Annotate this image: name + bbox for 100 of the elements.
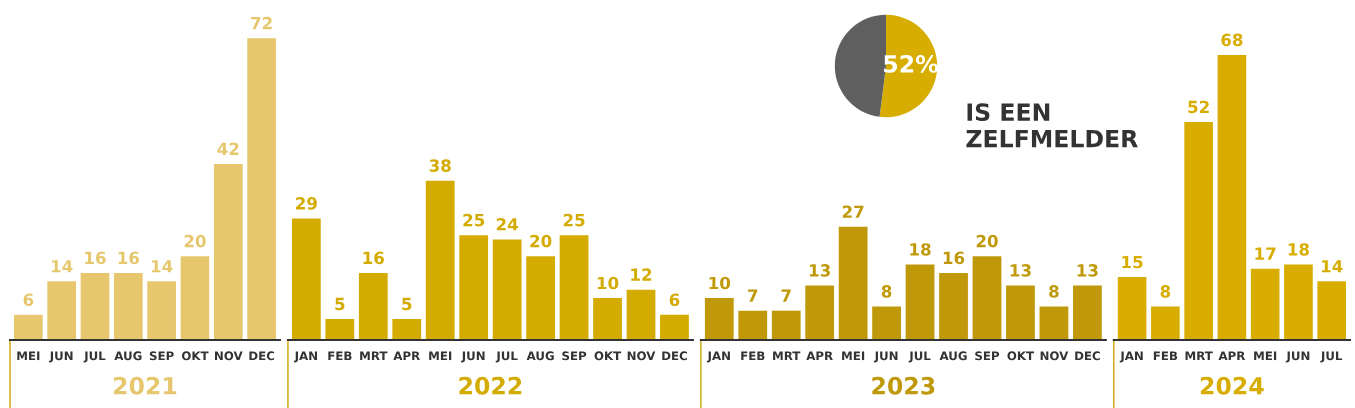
data-label: 8	[881, 285, 892, 298]
bar	[1184, 122, 1213, 340]
data-label: 20	[530, 234, 552, 248]
bar	[291, 218, 321, 340]
bar	[1073, 285, 1102, 340]
bar	[626, 289, 656, 340]
bar	[939, 272, 968, 340]
data-label: 20	[976, 234, 998, 248]
x-tick-label: JUL	[495, 351, 518, 363]
x-axis-title: 2024	[1200, 376, 1264, 395]
data-label: 68	[1221, 33, 1243, 47]
bar	[1250, 268, 1280, 340]
x-tick-label: OKT	[181, 351, 209, 361]
x-tick-label: MEI	[842, 351, 865, 361]
bar	[425, 180, 455, 340]
x-tick-label: OKT	[1007, 351, 1035, 361]
data-label: 20	[184, 234, 206, 248]
bar	[805, 285, 835, 340]
data-label: 5	[402, 297, 412, 311]
bar	[838, 226, 868, 340]
x-tick-label: JUL	[1320, 351, 1343, 363]
data-label: 24	[496, 218, 518, 231]
x-tick-label: NOV	[627, 351, 656, 361]
x-tick-label: JUN	[49, 351, 73, 363]
x-tick-label: SEP	[149, 351, 174, 361]
data-label: 6	[23, 293, 34, 307]
x-tick-label: FEB	[328, 351, 352, 361]
x-tick-label: AUG	[939, 351, 967, 361]
x-axis-title: 2023	[872, 376, 935, 395]
data-label: 14	[1321, 260, 1343, 273]
x-tick-label: JUN	[461, 351, 485, 363]
data-label: 14	[151, 260, 173, 273]
data-label: 17	[1255, 247, 1276, 260]
x-tick-label: SEP	[562, 351, 587, 361]
data-label: 13	[1077, 264, 1098, 277]
data-label: 27	[842, 205, 864, 218]
x-tick-label: FEB	[741, 351, 765, 361]
x-tick-label: MEI	[429, 351, 452, 361]
bar	[738, 310, 768, 340]
bar	[526, 256, 555, 340]
bar	[905, 264, 935, 340]
x-axis-title: 2021	[113, 376, 177, 395]
x-tick-label: MEI	[17, 351, 40, 361]
bar	[1117, 277, 1147, 340]
x-tick-label: MEI	[1254, 351, 1277, 361]
x-tick-label: DEC	[249, 351, 275, 361]
pie-slice	[879, 14, 938, 118]
pie-slice	[834, 14, 886, 117]
x-tick-label: JAN	[706, 351, 730, 363]
data-label: 7	[781, 289, 791, 302]
data-label: 10	[597, 276, 619, 290]
data-label: 18	[910, 243, 931, 256]
x-tick-label: JAN	[293, 351, 317, 363]
x-tick-label: NOV	[215, 351, 243, 361]
bar	[392, 319, 422, 340]
bar	[972, 256, 1002, 340]
bar	[113, 272, 143, 340]
bar	[147, 281, 176, 340]
x-tick-label: DEC	[662, 351, 687, 361]
bar	[14, 314, 43, 340]
x-tick-label: SEP	[975, 351, 1000, 361]
bar	[1217, 54, 1247, 340]
bar	[1317, 281, 1347, 340]
x-tick-label: APR	[393, 351, 420, 361]
x-tick-label: MRT	[773, 351, 801, 361]
bar	[704, 298, 734, 340]
bar	[660, 314, 689, 340]
x-tick-label: JUL	[83, 351, 106, 363]
x-tick-label: JUN	[1285, 351, 1310, 363]
x-axis-title: 2022	[459, 376, 522, 395]
bar	[872, 306, 901, 340]
bar	[1039, 306, 1069, 340]
data-label: 18	[1288, 243, 1309, 256]
x-tick-label: APR	[1218, 351, 1246, 361]
bar	[559, 235, 589, 340]
bar	[47, 281, 76, 340]
data-label: 42	[217, 142, 239, 155]
data-label: 12	[631, 268, 652, 281]
x-tick-label: NOV	[1040, 351, 1069, 361]
x-tick-label: AUG	[114, 351, 142, 361]
data-label: 52	[1188, 100, 1209, 114]
bar	[180, 256, 210, 340]
text: IS EEN ZELFMELDER	[966, 103, 1138, 148]
x-tick-label: JUL	[908, 351, 931, 363]
bar	[593, 298, 622, 340]
data-label: 15	[1122, 255, 1143, 269]
bar	[1006, 285, 1035, 340]
x-tick-label: AUG	[526, 351, 554, 361]
data-label: 29	[296, 197, 317, 210]
x-tick-label: APR	[806, 351, 833, 361]
bar	[325, 319, 355, 340]
bar	[459, 235, 489, 340]
data-label: 5	[335, 297, 345, 311]
bar	[80, 272, 110, 340]
x-tick-label: OKT	[594, 351, 622, 361]
data-label: 13	[1010, 264, 1031, 277]
data-label: 16	[943, 251, 965, 265]
data-label: 13	[809, 264, 830, 277]
x-tick-label: MRT	[360, 351, 388, 361]
data-label: 16	[118, 251, 140, 265]
